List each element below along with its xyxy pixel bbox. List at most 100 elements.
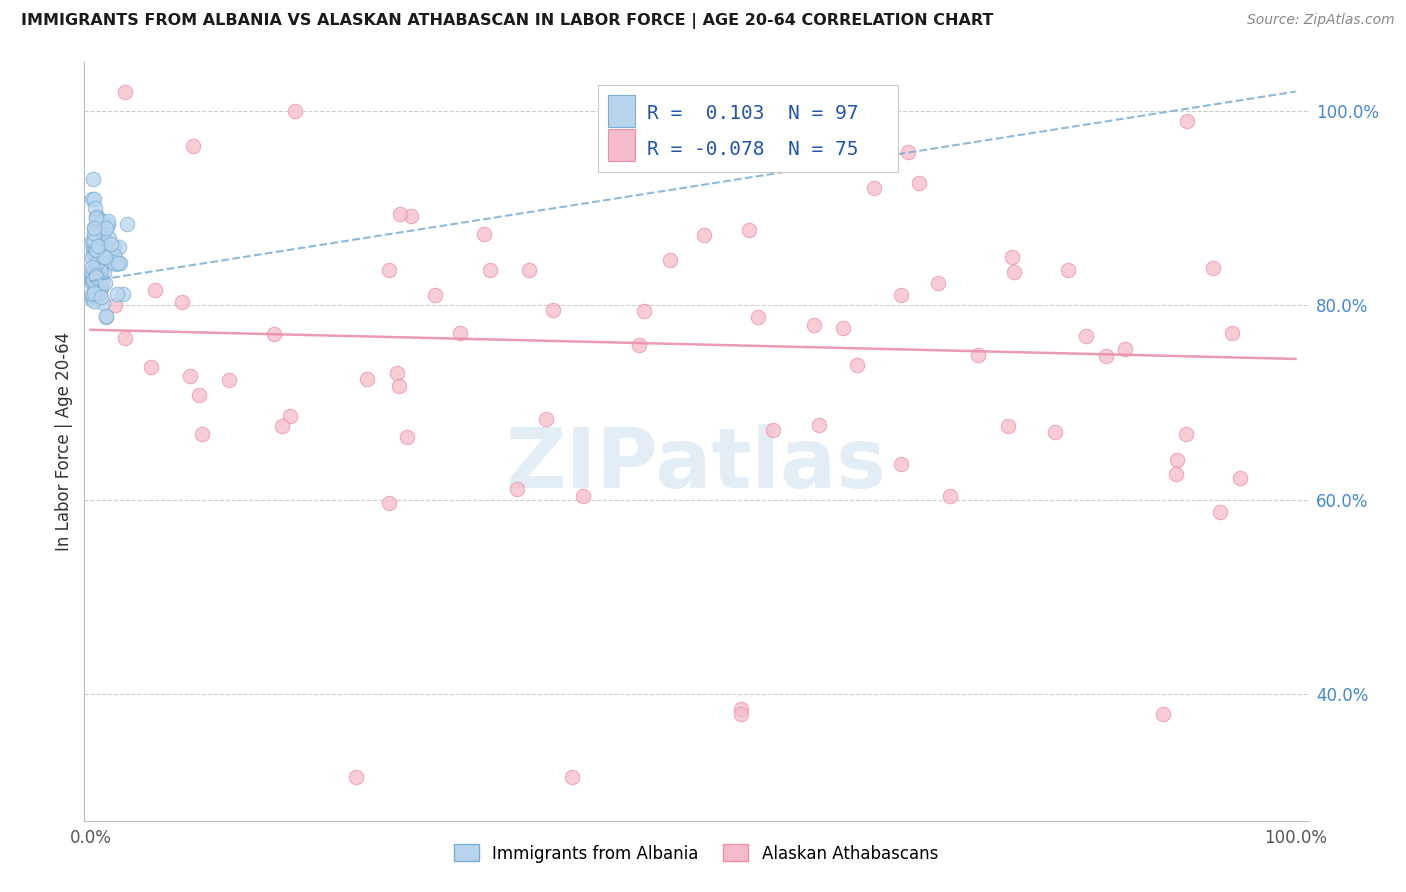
Point (103, 298, 125, 312)
Point (103, 248, 125, 262)
Point (105, 256, 128, 270)
Point (967, 348, 990, 362)
Point (86, 289, 108, 303)
Point (1001, 250, 1024, 264)
Point (803, 318, 825, 332)
Point (93, 229, 115, 244)
Point (93, 266, 115, 280)
Point (658, 252, 681, 267)
Point (82, 238, 104, 252)
Point (80, 274, 103, 288)
Point (90, 281, 112, 295)
Point (84, 268, 107, 282)
Point (91, 214, 114, 228)
Point (84, 269, 107, 284)
Point (890, 458, 912, 472)
Point (83, 251, 105, 265)
Point (82, 251, 104, 265)
Point (87, 286, 110, 301)
Point (80, 192, 103, 206)
Point (1043, 425, 1066, 439)
Point (86, 242, 108, 256)
Point (730, 706, 752, 721)
Point (83, 252, 105, 266)
Point (505, 482, 527, 496)
Point (83, 226, 105, 240)
Point (89, 260, 111, 274)
Point (172, 294, 194, 309)
Point (803, 103, 825, 118)
Point (423, 287, 446, 301)
Point (143, 283, 166, 297)
Point (263, 326, 285, 341)
Point (86, 239, 108, 253)
Point (87, 268, 110, 283)
Point (86, 209, 108, 223)
Point (97, 231, 120, 245)
Point (94, 310, 117, 325)
Point (90, 275, 112, 289)
Point (86, 211, 108, 225)
Point (628, 338, 651, 352)
FancyBboxPatch shape (607, 95, 636, 127)
Point (543, 302, 565, 317)
Point (80, 289, 103, 303)
Text: ZIPatlas: ZIPatlas (506, 424, 886, 505)
Point (356, 372, 378, 386)
Point (80, 287, 103, 301)
Point (80, 234, 103, 248)
Point (80, 270, 103, 285)
Point (94, 276, 117, 290)
Point (572, 489, 595, 503)
Point (83, 221, 105, 235)
Point (86, 270, 108, 285)
Point (82, 241, 104, 255)
Point (90, 290, 112, 304)
Point (87, 268, 110, 282)
Point (114, 331, 136, 345)
Point (89, 285, 111, 299)
Point (84, 243, 107, 257)
Point (83, 244, 105, 259)
Point (706, 103, 728, 118)
Point (83, 272, 105, 286)
Point (84, 279, 107, 293)
Point (83, 220, 105, 235)
Point (84, 255, 107, 269)
Point (80, 269, 103, 284)
Point (82, 245, 104, 260)
Point (87, 246, 110, 260)
Point (534, 412, 557, 426)
Point (80, 276, 103, 290)
Point (82, 172, 104, 186)
Point (730, 702, 752, 716)
FancyBboxPatch shape (598, 85, 898, 172)
Point (633, 304, 655, 318)
Point (927, 276, 949, 290)
Point (191, 427, 214, 442)
Point (82, 239, 104, 253)
Point (86, 270, 108, 285)
Point (278, 409, 301, 424)
Point (90, 280, 112, 294)
Point (449, 326, 471, 341)
Point (86, 280, 108, 294)
FancyBboxPatch shape (607, 129, 636, 161)
Point (86, 256, 108, 270)
Point (179, 368, 201, 383)
Point (387, 366, 409, 380)
Text: R =  0.103  N = 97: R = 0.103 N = 97 (647, 104, 859, 123)
Point (762, 423, 785, 437)
Point (181, 139, 204, 153)
Point (1074, 328, 1097, 343)
Point (187, 387, 209, 401)
Point (141, 359, 163, 374)
Point (84, 210, 107, 224)
Point (84, 201, 107, 215)
Point (94, 250, 117, 264)
Point (115, 217, 138, 231)
Point (389, 207, 412, 221)
Point (396, 430, 419, 444)
Point (93, 250, 115, 264)
Point (997, 418, 1019, 433)
